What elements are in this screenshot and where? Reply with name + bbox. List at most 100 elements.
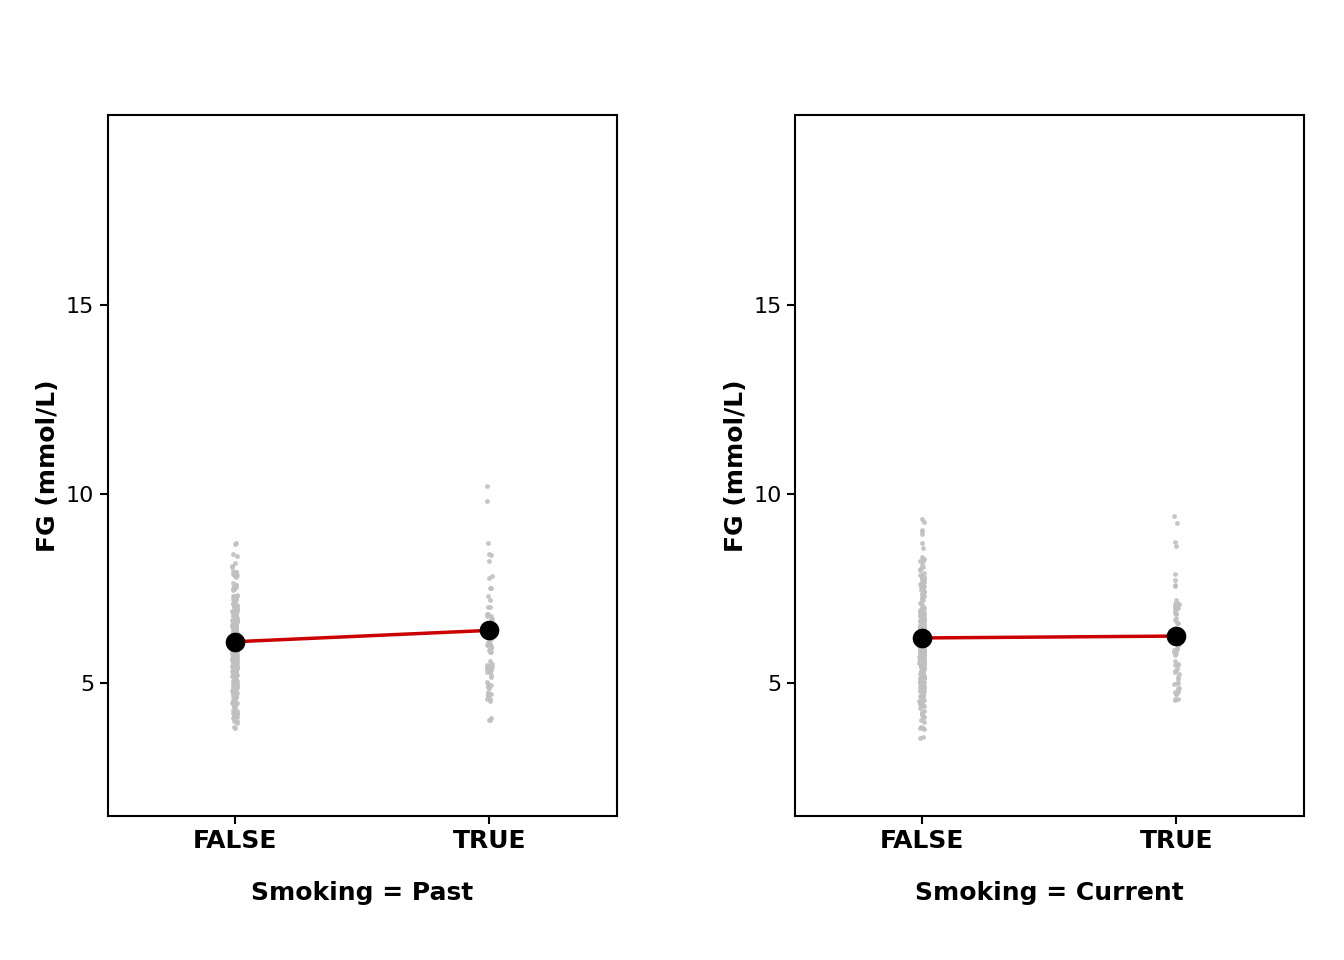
Point: [913, 515, 934, 530]
Point: [226, 669, 247, 684]
Point: [477, 493, 499, 509]
Point: [222, 665, 243, 681]
Point: [226, 569, 247, 585]
Point: [911, 632, 933, 647]
Point: [477, 686, 499, 702]
Point: [477, 637, 499, 653]
Point: [911, 652, 933, 667]
Point: [910, 625, 931, 640]
Point: [227, 598, 249, 613]
Point: [910, 627, 931, 642]
Point: [911, 621, 933, 636]
Point: [910, 659, 931, 674]
Point: [223, 594, 245, 610]
Point: [223, 713, 245, 729]
Point: [913, 612, 934, 627]
Point: [913, 619, 934, 635]
Point: [914, 721, 935, 736]
Point: [223, 564, 245, 579]
Point: [478, 663, 500, 679]
Point: [911, 690, 933, 706]
Point: [226, 713, 247, 729]
Point: [222, 657, 243, 672]
Point: [913, 661, 934, 677]
Point: [1167, 632, 1188, 647]
Point: [914, 643, 935, 659]
Point: [910, 649, 931, 664]
Point: [222, 618, 243, 634]
Point: [223, 625, 245, 640]
Point: [223, 652, 245, 667]
Point: [911, 637, 933, 653]
Point: [226, 648, 247, 663]
Point: [913, 607, 934, 622]
Point: [910, 679, 931, 694]
Point: [910, 602, 931, 617]
Point: [478, 623, 500, 638]
Point: [224, 644, 246, 660]
Point: [913, 658, 934, 673]
Point: [223, 592, 245, 608]
Point: [222, 706, 243, 721]
Point: [1165, 539, 1187, 554]
Point: [914, 644, 935, 660]
Point: [1167, 661, 1188, 677]
Point: [911, 707, 933, 722]
Point: [1165, 626, 1187, 641]
Point: [223, 709, 245, 725]
Point: [224, 630, 246, 645]
Point: [480, 710, 501, 726]
Point: [913, 678, 934, 693]
Point: [913, 606, 934, 621]
Point: [477, 535, 499, 550]
Point: [911, 652, 933, 667]
Point: [1165, 572, 1187, 588]
Point: [913, 688, 934, 704]
Point: [226, 654, 247, 669]
Point: [911, 660, 933, 675]
Point: [226, 548, 247, 564]
Point: [910, 712, 931, 728]
Point: [910, 625, 931, 640]
Point: [224, 659, 246, 674]
Point: [910, 676, 931, 691]
Point: [223, 649, 245, 664]
Point: [911, 622, 933, 637]
Point: [913, 698, 934, 713]
Point: [222, 617, 243, 633]
Point: [910, 688, 931, 704]
Point: [913, 639, 934, 655]
Point: [224, 634, 246, 649]
Point: [480, 580, 501, 595]
Point: [480, 620, 501, 636]
Point: [224, 697, 246, 712]
Point: [1167, 657, 1188, 672]
Point: [909, 567, 930, 583]
Point: [1168, 622, 1189, 637]
Point: [913, 652, 934, 667]
Point: [224, 640, 246, 656]
Point: [911, 535, 933, 550]
Point: [223, 708, 245, 723]
Point: [1164, 644, 1185, 660]
Point: [911, 588, 933, 603]
Point: [909, 595, 930, 611]
Point: [910, 633, 931, 648]
Point: [226, 645, 247, 660]
Point: [226, 653, 247, 668]
Point: [913, 600, 934, 615]
Point: [909, 731, 930, 746]
Point: [913, 685, 934, 701]
Point: [909, 621, 930, 636]
Point: [223, 622, 245, 637]
Point: [909, 676, 930, 691]
Point: [913, 708, 934, 724]
Point: [227, 660, 249, 676]
Point: [914, 617, 935, 633]
Point: [224, 656, 246, 671]
Point: [910, 676, 931, 691]
Point: [913, 627, 934, 642]
Point: [223, 676, 245, 691]
Point: [1167, 675, 1188, 690]
Point: [226, 672, 247, 687]
